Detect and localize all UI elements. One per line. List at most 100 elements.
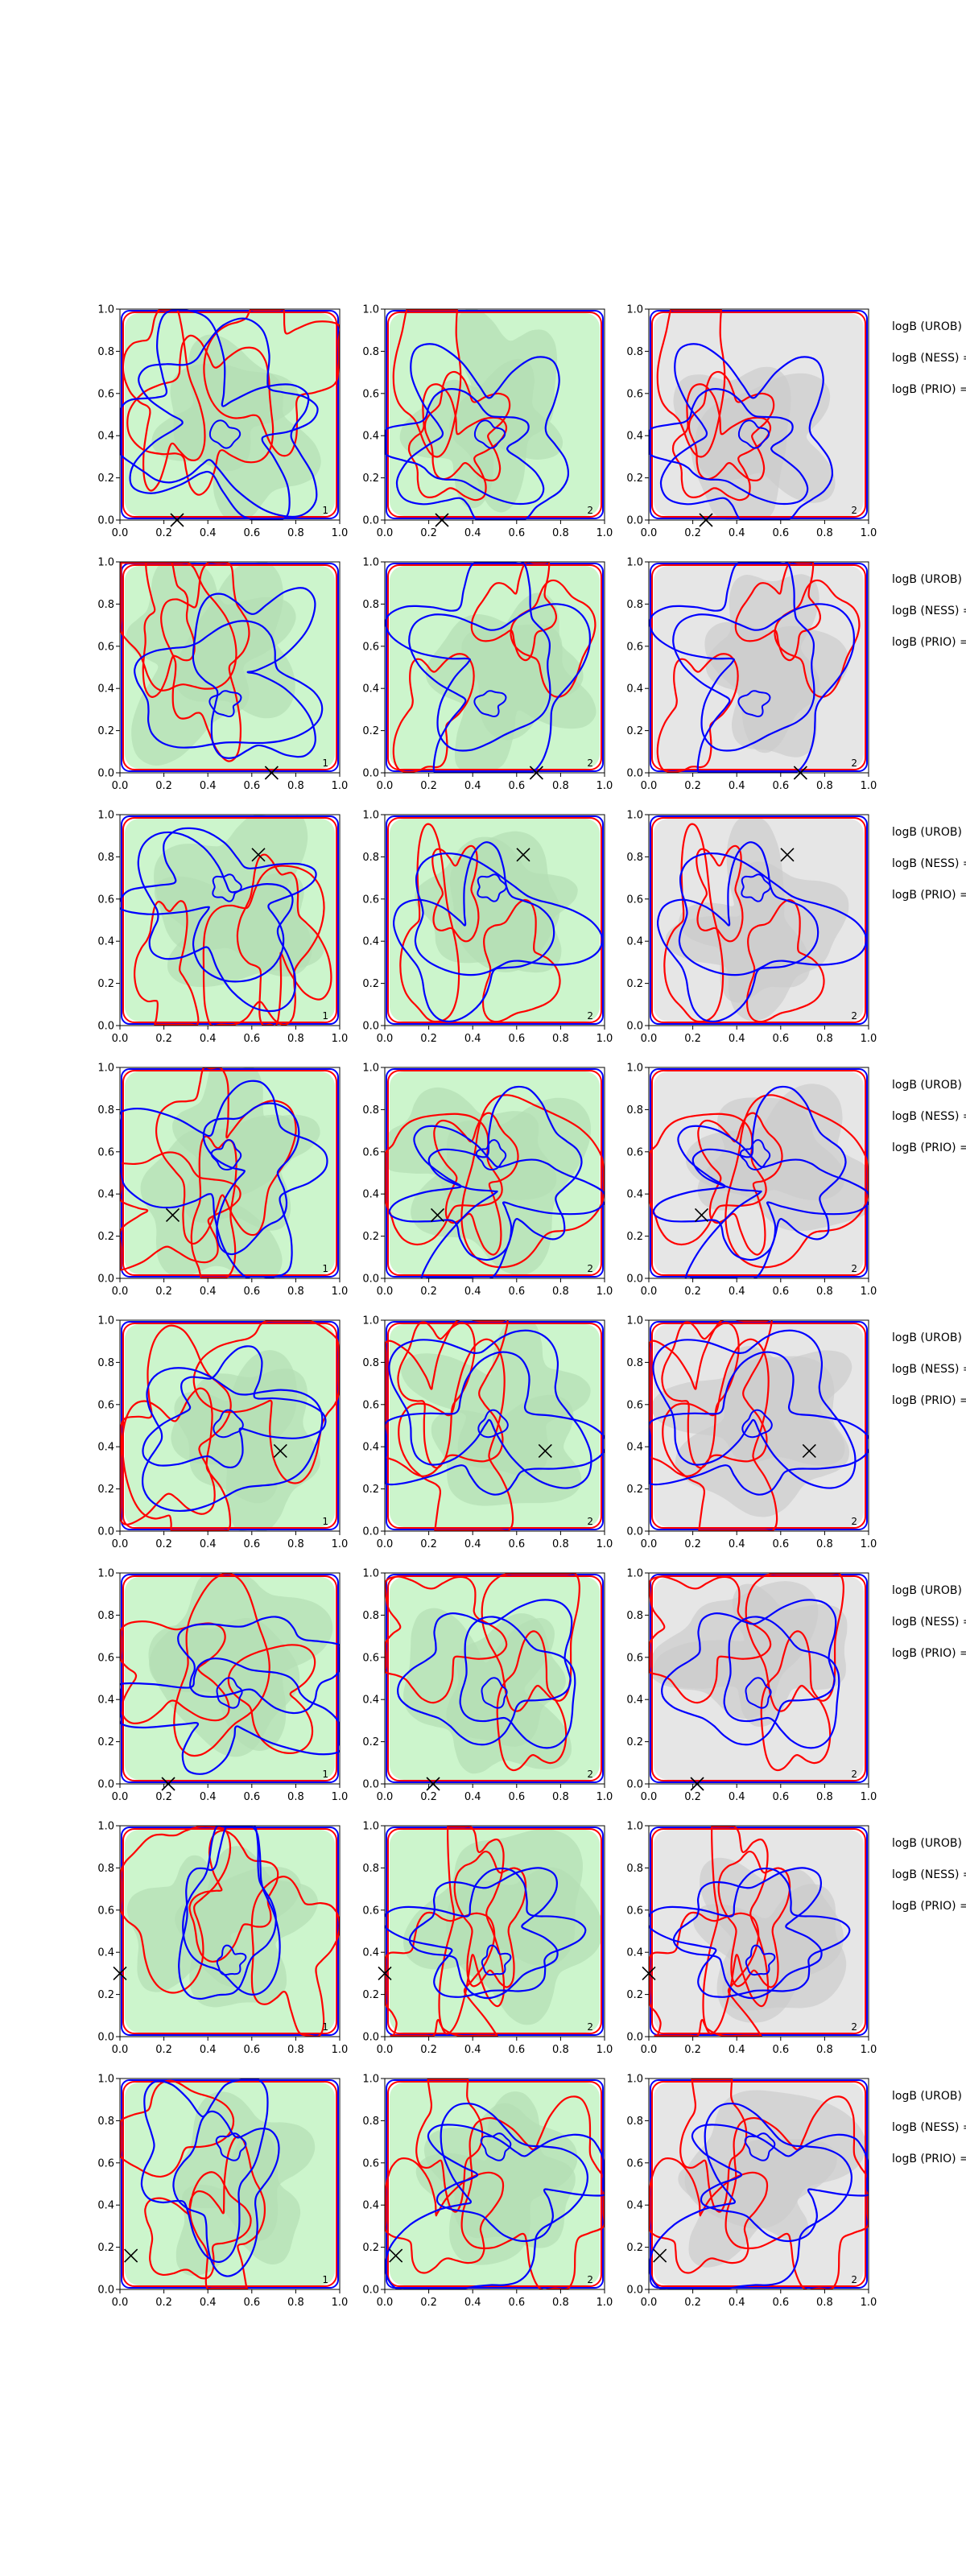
y-tick-label: 0.0 — [362, 515, 379, 527]
y-tick-label: 0.6 — [97, 388, 114, 400]
x-tick-label: 0.2 — [684, 1286, 701, 1298]
x-tick-label: 1.0 — [861, 2297, 877, 2309]
panel-tag: 2 — [851, 2274, 857, 2285]
contour-blue — [388, 1125, 605, 1261]
contour-blue — [172, 2110, 280, 2277]
contour-red — [192, 1320, 340, 1484]
contour-blue — [385, 562, 551, 752]
filled-contour-inner — [171, 1368, 320, 1531]
y-tick-label: 0.8 — [97, 1863, 114, 1875]
contour-red — [385, 1113, 503, 1246]
x-tick-label: 1.0 — [861, 1286, 877, 1298]
y-tick-label: 0.8 — [97, 2116, 114, 2128]
x-tick-label: 0.4 — [729, 1286, 745, 1298]
contour-red — [397, 1321, 476, 1469]
contour-red — [155, 1067, 297, 1245]
panel-r1-c1: 1 0.0 0.2 0.4 0.6 0.8 1.0 0.0 0.2 0.4 0.6 0.8 1.0 — [97, 304, 348, 540]
y-tick-label: 0.6 — [626, 1146, 643, 1158]
x-tick-label: 1.0 — [332, 2044, 349, 2056]
x-tick-label: 1.0 — [597, 2044, 613, 2056]
y-tick-label: 0.0 — [362, 2285, 379, 2297]
contour-red — [122, 1387, 232, 1531]
y-tick-label: 1.0 — [362, 810, 379, 822]
contour-red — [415, 2079, 484, 2213]
x-tick-label: 0.8 — [287, 2044, 304, 2056]
y-tick-label: 0.6 — [362, 2157, 379, 2169]
x-tick-label: 1.0 — [861, 1538, 877, 1550]
x-tick-label: 0.2 — [684, 527, 701, 539]
stat-label: logB (UROB) = — [892, 1837, 966, 1850]
x-tick-label: 0.0 — [377, 2044, 394, 2056]
y-tick-label: 0.4 — [362, 1695, 379, 1707]
axes-frame — [648, 1572, 869, 1785]
x-tick-label: 0.6 — [508, 1286, 525, 1298]
x-tick-label: 0.2 — [155, 1033, 172, 1045]
y-tick-label: 1.0 — [626, 2074, 643, 2086]
contour-red-outer — [387, 1323, 602, 1529]
contour-blue — [652, 1125, 869, 1261]
x-tick-label: 1.0 — [332, 1538, 349, 1550]
contour-red — [202, 865, 325, 1026]
x-tick-label: 0.0 — [112, 1033, 129, 1045]
y-tick-label: 0.2 — [362, 978, 379, 990]
contour-red — [392, 309, 462, 458]
stat-label: logB (UROB) = — [892, 1584, 966, 1597]
panel-r5-c2: 2 0.0 0.2 0.4 0.6 0.8 1.0 0.0 0.2 0.4 0.6 0.8 1.0 — [362, 1315, 613, 1551]
y-tick-label: 1.0 — [362, 1821, 379, 1833]
contour-blue — [420, 1085, 583, 1278]
y-tick-label: 0.6 — [97, 1905, 114, 1917]
y-tick-label: 0.4 — [362, 1947, 379, 1959]
contour-red — [734, 562, 822, 662]
y-tick-label: 0.0 — [97, 1021, 114, 1033]
y-tick-label: 0.6 — [362, 1146, 379, 1158]
contour-blue-small — [216, 1944, 247, 1976]
x-tick-label: 0.6 — [508, 780, 525, 792]
y-tick-label: 1.0 — [362, 1063, 379, 1075]
marker-x — [802, 1443, 816, 1459]
contour-blue-small — [213, 1409, 244, 1439]
marker-x — [251, 848, 266, 862]
panel-r3-c3: 2 0.0 0.2 0.4 0.6 0.8 1.0 0.0 0.2 0.4 0.6 0.8 1.0 — [626, 810, 877, 1046]
x-tick-label: 0.8 — [287, 1538, 304, 1550]
y-tick-label: 0.4 — [626, 1947, 643, 1959]
x-tick-label: 0.0 — [377, 527, 394, 539]
contour-red — [774, 579, 861, 698]
x-tick-label: 0.2 — [684, 2044, 701, 2056]
contour-blue-small — [473, 419, 506, 449]
contour-blue-small — [477, 873, 507, 902]
panel-r7-c1: 1 0.0 0.2 0.4 0.6 0.8 1.0 0.0 0.2 0.4 0.6 0.8 1.0 — [97, 1821, 348, 2057]
contour-red — [662, 1338, 778, 1531]
x-tick-label: 0.6 — [772, 2297, 789, 2309]
y-tick-label: 0.6 — [362, 1905, 379, 1917]
y-tick-label: 0.8 — [362, 1357, 379, 1369]
axes-frame — [119, 1572, 341, 1785]
y-tick-label: 0.4 — [97, 431, 114, 443]
y-tick-label: 0.4 — [626, 1695, 643, 1707]
y-tick-label: 1.0 — [362, 1568, 379, 1580]
x-tick-label: 0.6 — [243, 1286, 260, 1298]
filled-contour-inner — [446, 1867, 604, 2025]
y-tick-label: 0.8 — [362, 346, 379, 358]
axes-frame — [648, 814, 869, 1026]
x-tick-label: 0.4 — [464, 1033, 481, 1045]
x-tick-label: 0.0 — [641, 780, 658, 792]
y-tick-label: 1.0 — [626, 1315, 643, 1327]
contour-blue — [385, 1351, 605, 1496]
axes-frame — [384, 814, 605, 1026]
y-tick-label: 1.0 — [97, 2074, 114, 2086]
contour-blue-small — [744, 2132, 776, 2161]
contour-blue — [661, 1599, 837, 1746]
contour-blue-small — [741, 1409, 773, 1439]
x-tick-label: 0.2 — [684, 2297, 701, 2309]
stat-label: logB (NESS) = — [892, 1110, 966, 1123]
contour-blue — [672, 1867, 823, 2000]
y-tick-label: 0.0 — [97, 768, 114, 780]
x-tick-label: 0.4 — [464, 1538, 481, 1550]
y-tick-label: 0.0 — [97, 1274, 114, 1286]
contour-red — [120, 1324, 232, 1525]
contour-red — [120, 562, 237, 691]
contour-blue-small — [475, 1139, 507, 1171]
x-tick-label: 0.0 — [377, 2297, 394, 2309]
contour-blue-small — [745, 1944, 776, 1976]
y-tick-label: 1.0 — [626, 1568, 643, 1580]
